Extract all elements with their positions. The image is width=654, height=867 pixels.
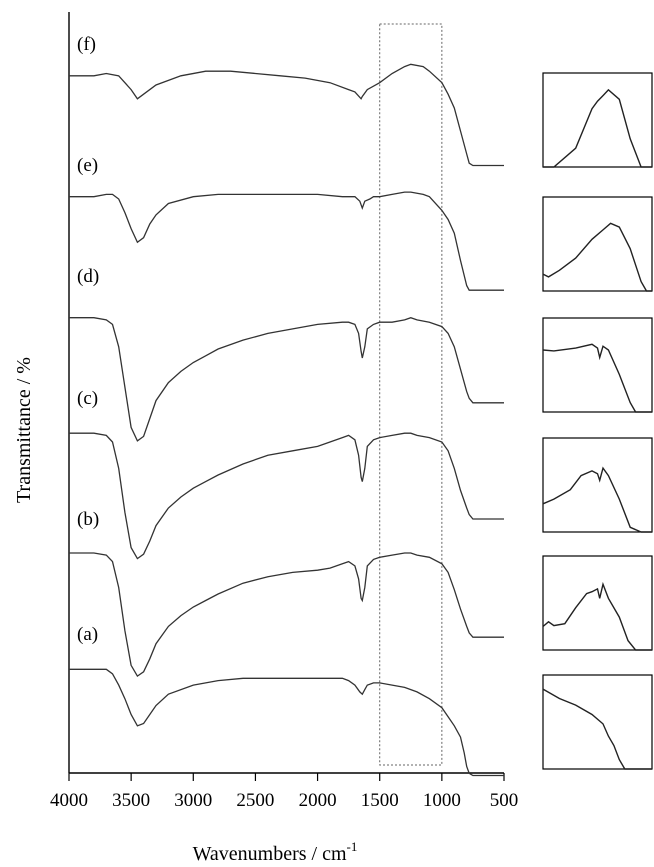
spectrum-trace <box>69 191 504 291</box>
x-tick-label: 3500 <box>112 790 150 811</box>
x-axis-title-superscript: -1 <box>347 839 358 854</box>
y-axis-title-group: Transmittance / % <box>13 357 35 503</box>
spectrum-trace <box>69 63 504 167</box>
spectrum-label: (d) <box>77 266 99 287</box>
x-tick-label: 1000 <box>423 790 461 811</box>
inset-trace <box>542 222 652 292</box>
inset-panel <box>542 674 653 770</box>
spectrum-trace <box>69 552 504 678</box>
x-axis-tick-labels: 4000 3500 3000 2500 2000 1500 1000 500 <box>50 790 518 811</box>
x-axis-title-main: Wavenumbers / cm <box>193 843 347 865</box>
x-tick-label: 3000 <box>174 790 212 811</box>
inset-trace <box>542 466 652 533</box>
y-axis-title: Transmittance / % <box>13 357 35 503</box>
highlight-region-box <box>379 23 443 766</box>
inset-panel <box>542 437 653 533</box>
inset-trace <box>543 88 652 168</box>
x-tick-label: 2500 <box>236 790 274 811</box>
spectrum-label: (b) <box>77 509 99 530</box>
inset-panels <box>542 72 653 770</box>
x-tick-label: 1500 <box>361 790 399 811</box>
x-tick-label: 2000 <box>299 790 337 811</box>
inset-panel <box>542 317 653 413</box>
inset-trace <box>542 688 652 770</box>
x-tick-label: 4000 <box>50 790 88 811</box>
spectrum-label: (c) <box>77 388 98 409</box>
x-tick-label: 500 <box>490 790 519 811</box>
inset-panel <box>542 555 653 651</box>
x-axis-title: Wavenumbers / cm-1 <box>193 839 358 865</box>
x-axis-ticks <box>68 773 505 781</box>
spectra-traces <box>69 63 504 777</box>
inset-panel <box>542 72 653 168</box>
spectrum-label: (f) <box>77 34 96 55</box>
spectrum-trace <box>69 668 504 777</box>
inset-panel <box>542 196 653 292</box>
spectrum-label: (a) <box>77 624 98 645</box>
spectra-labels: (f) (e) (d) (c) (b) (a) <box>77 34 99 645</box>
spectrum-trace <box>69 317 504 442</box>
inset-trace <box>542 343 652 413</box>
spectrum-label: (e) <box>77 155 98 176</box>
spectrum-trace <box>69 432 504 560</box>
inset-trace <box>542 581 652 651</box>
